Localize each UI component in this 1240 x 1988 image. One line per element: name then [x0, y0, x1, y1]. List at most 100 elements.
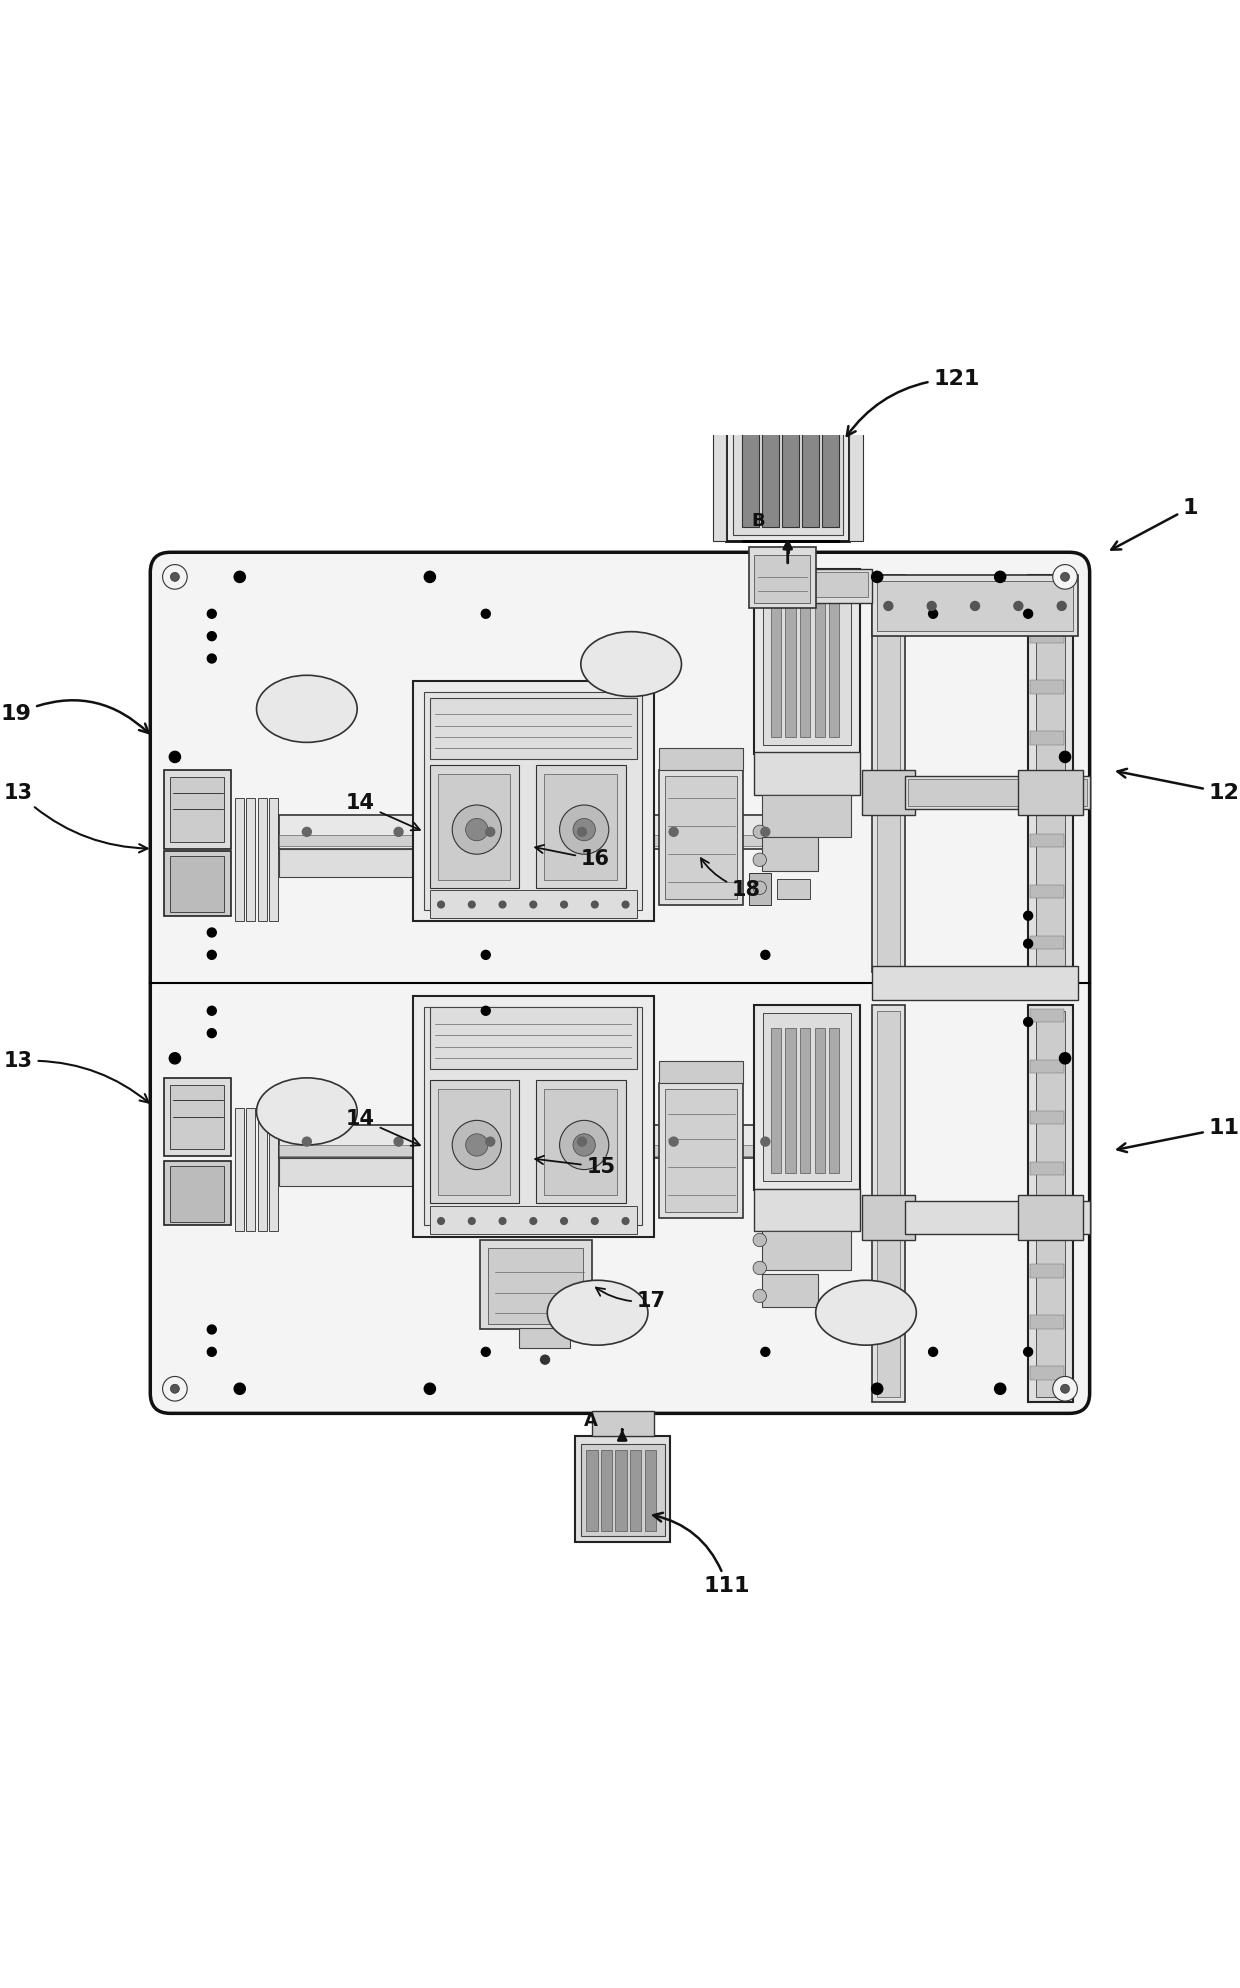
Text: 14: 14 — [346, 793, 420, 831]
Circle shape — [162, 1376, 187, 1402]
Bar — [269, 1107, 278, 1231]
Bar — [413, 996, 653, 1237]
Text: A: A — [584, 1411, 598, 1429]
Circle shape — [207, 950, 216, 960]
Bar — [749, 547, 816, 608]
Circle shape — [578, 827, 587, 837]
Circle shape — [971, 602, 980, 610]
Text: 121: 121 — [847, 368, 980, 435]
Bar — [170, 857, 224, 912]
Bar — [1030, 936, 1064, 948]
Bar — [269, 799, 278, 920]
Bar — [754, 555, 810, 602]
Bar — [1030, 1366, 1064, 1380]
Text: 13: 13 — [4, 783, 148, 853]
Bar — [665, 775, 738, 899]
Bar — [164, 769, 231, 849]
Bar — [430, 1207, 637, 1235]
Bar — [1030, 783, 1064, 795]
Circle shape — [469, 1219, 475, 1225]
Bar — [544, 1089, 616, 1195]
Bar — [258, 799, 267, 920]
Circle shape — [481, 950, 490, 960]
Circle shape — [1024, 911, 1033, 920]
Circle shape — [466, 1133, 489, 1157]
Bar — [862, 769, 915, 815]
Bar — [754, 1189, 861, 1231]
Circle shape — [438, 1219, 444, 1225]
Circle shape — [929, 608, 937, 618]
Bar — [587, 1451, 598, 1531]
Bar — [905, 1201, 1090, 1235]
Text: B: B — [751, 511, 765, 531]
Bar — [258, 1107, 267, 1231]
Bar — [247, 799, 255, 920]
Bar — [872, 966, 1079, 1000]
Circle shape — [753, 1260, 766, 1274]
Circle shape — [670, 1137, 678, 1147]
Bar — [905, 775, 1090, 809]
Circle shape — [761, 827, 770, 837]
Bar — [660, 1062, 743, 1083]
Bar — [601, 1451, 613, 1531]
Circle shape — [529, 901, 537, 909]
Circle shape — [466, 819, 489, 841]
Circle shape — [753, 1233, 766, 1246]
Circle shape — [929, 1348, 937, 1356]
Bar — [862, 1195, 915, 1241]
Bar — [872, 575, 905, 972]
Ellipse shape — [547, 1280, 649, 1346]
Bar — [430, 1008, 637, 1070]
Bar — [438, 773, 511, 881]
Circle shape — [994, 1384, 1006, 1394]
Circle shape — [424, 571, 435, 582]
Circle shape — [753, 881, 766, 895]
Bar — [830, 590, 839, 738]
Ellipse shape — [580, 632, 682, 696]
Circle shape — [170, 1054, 181, 1064]
Circle shape — [207, 1348, 216, 1356]
Bar — [164, 1077, 231, 1157]
Bar — [575, 1435, 671, 1543]
Circle shape — [761, 950, 770, 960]
Bar — [1030, 1264, 1064, 1278]
Bar — [660, 1083, 743, 1219]
Circle shape — [207, 654, 216, 662]
Bar — [424, 1008, 642, 1225]
Bar — [782, 404, 799, 527]
Bar — [785, 1028, 796, 1173]
Circle shape — [1024, 938, 1033, 948]
Circle shape — [481, 608, 490, 618]
Bar — [763, 837, 818, 871]
Bar — [279, 835, 787, 847]
Bar — [877, 580, 1073, 630]
Circle shape — [1053, 1376, 1078, 1402]
Bar — [164, 1161, 231, 1225]
Bar — [763, 795, 852, 837]
Bar — [1030, 1111, 1064, 1123]
Bar — [660, 769, 743, 905]
Bar — [544, 773, 616, 881]
Bar — [822, 404, 839, 527]
Bar — [872, 1006, 905, 1402]
Circle shape — [234, 571, 246, 582]
Circle shape — [622, 1219, 629, 1225]
Circle shape — [481, 1006, 490, 1016]
Circle shape — [573, 1133, 595, 1157]
Text: 17: 17 — [596, 1288, 666, 1312]
Circle shape — [591, 901, 598, 909]
Bar — [754, 569, 861, 753]
Bar — [430, 698, 637, 759]
Bar — [430, 765, 520, 889]
Bar — [1035, 1010, 1065, 1398]
Bar — [170, 1085, 224, 1149]
Circle shape — [753, 1290, 766, 1302]
Text: 16: 16 — [536, 845, 610, 869]
Bar — [580, 1443, 665, 1537]
Circle shape — [500, 901, 506, 909]
Circle shape — [761, 1137, 770, 1147]
Circle shape — [529, 1219, 537, 1225]
Circle shape — [207, 1006, 216, 1016]
Circle shape — [761, 1348, 770, 1356]
Circle shape — [1053, 565, 1078, 588]
